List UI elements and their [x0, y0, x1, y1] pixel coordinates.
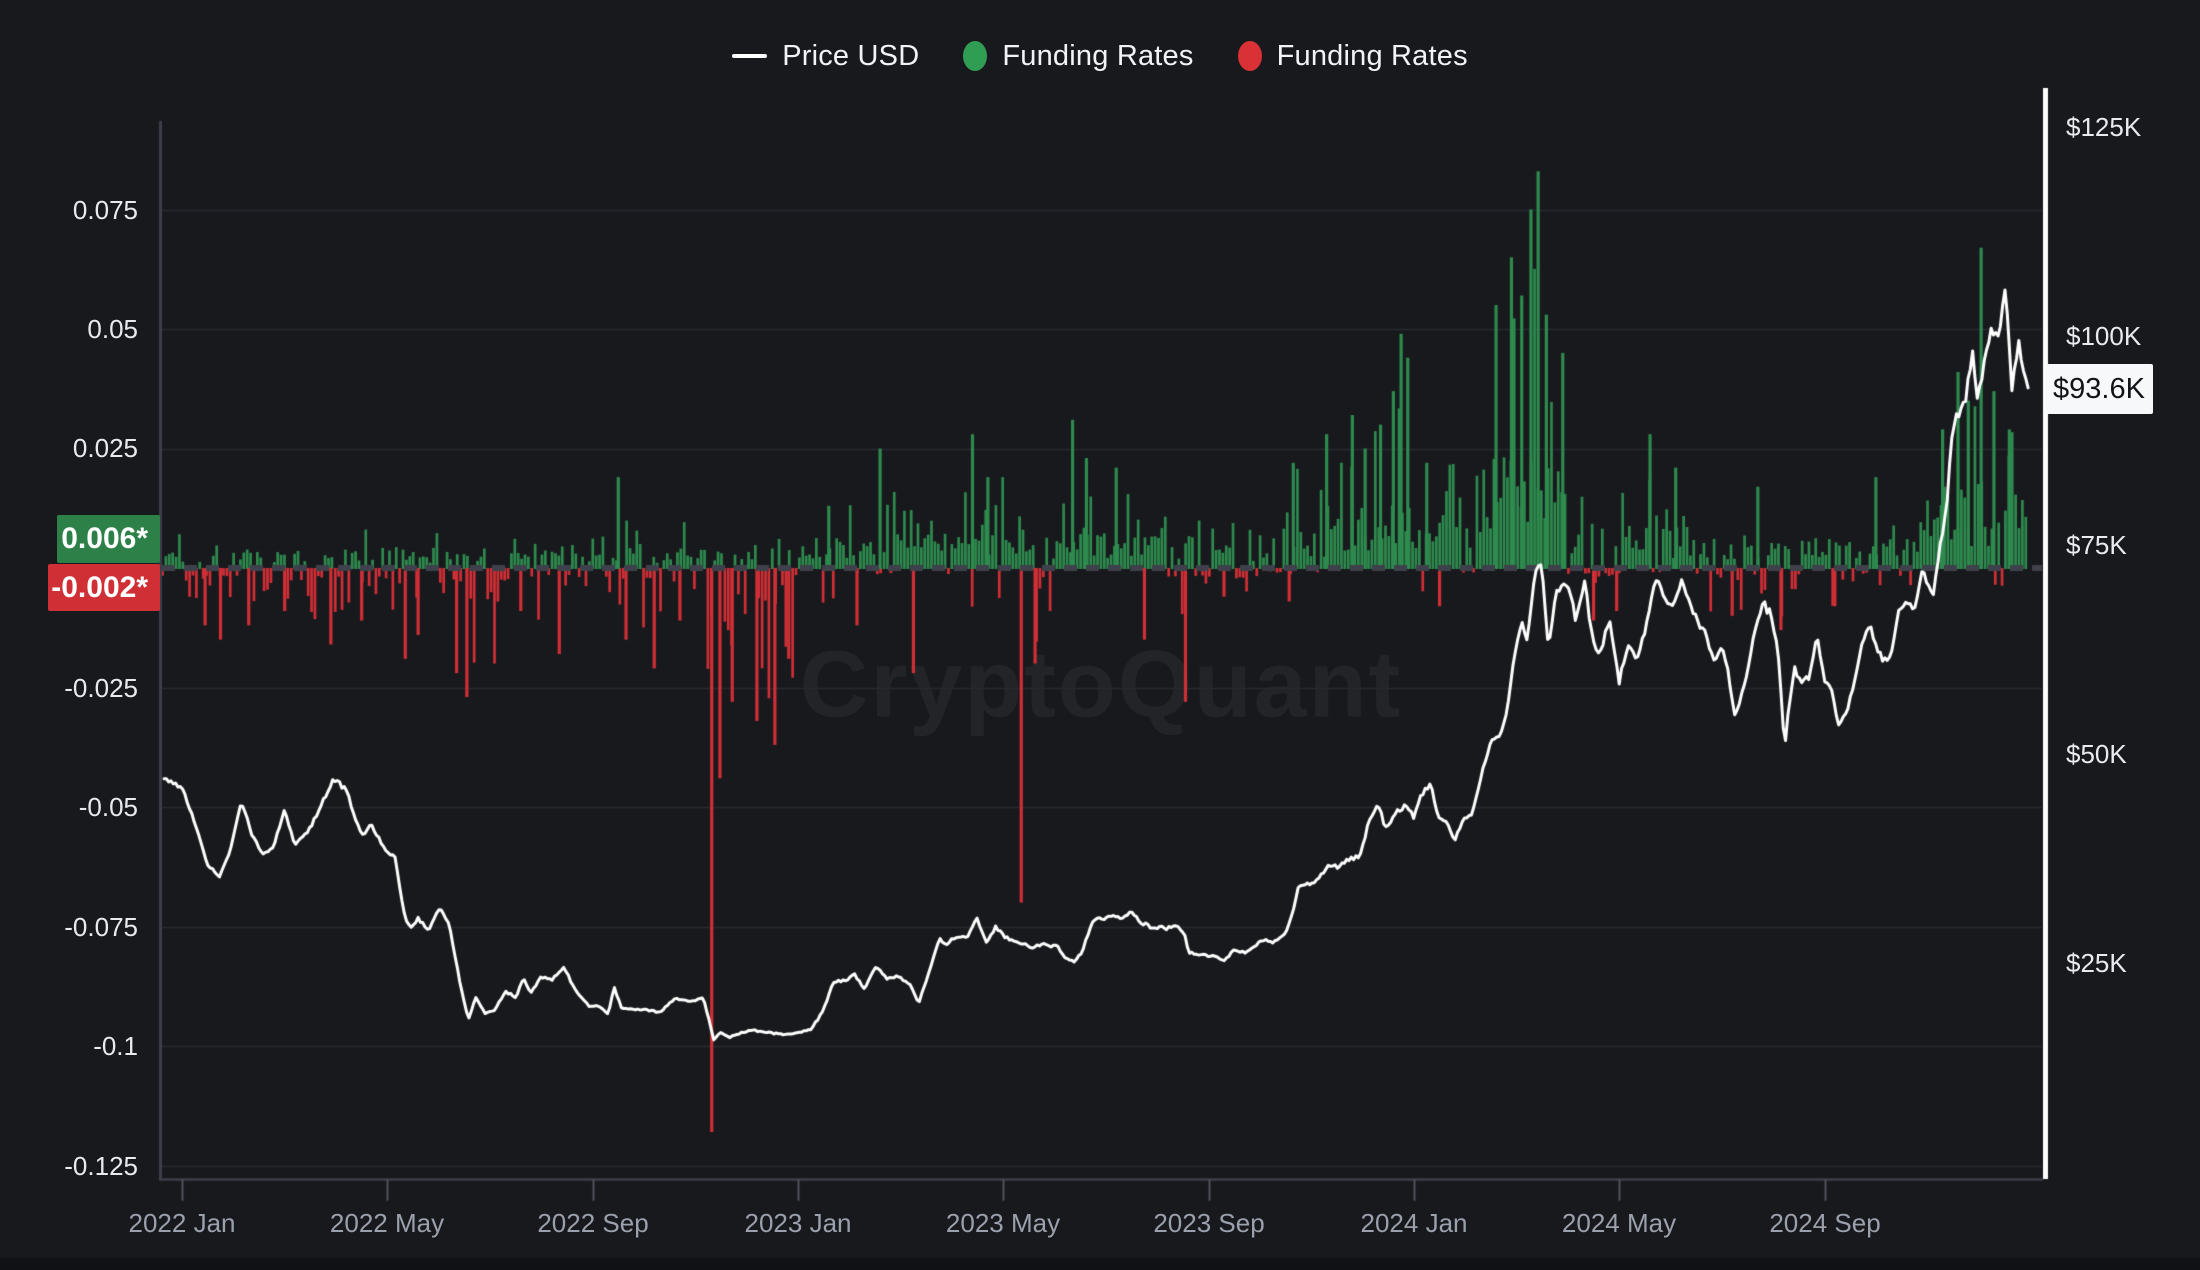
x-tick-label: 2023 Jan [744, 1208, 852, 1238]
y-left-tick-label: 0.05 [87, 314, 138, 344]
funding-positive-badge: 0.006* [57, 515, 160, 563]
price-line-icon [732, 54, 768, 58]
legend-item-price[interactable]: Price USD [732, 40, 919, 73]
window-bottom-edge [0, 1258, 2200, 1270]
red-dot-icon [1237, 41, 1262, 71]
x-tick-label: 2023 May [945, 1208, 1061, 1238]
y-left-tick-label: -0.05 [78, 792, 138, 822]
legend-item-funding-positive[interactable]: Funding Rates [963, 40, 1193, 73]
x-tick-label: 2022 Sep [537, 1208, 649, 1238]
y-left-tick-label: 0.025 [72, 433, 138, 463]
legend-label-funding-positive: Funding Rates [1002, 39, 1194, 72]
price-badge: $93.6K [2045, 364, 2153, 414]
y-left-tick-label: -0.125 [64, 1151, 138, 1181]
funding-negative-badge: -0.002* [48, 564, 160, 611]
chart-legend: Price USD Funding Rates Funding Rates [0, 34, 2200, 78]
y-right-tick-label: $75K [2066, 530, 2127, 560]
y-left-tick-label: -0.075 [64, 912, 138, 942]
y-left-tick-label: 0.075 [72, 195, 138, 225]
x-tick-label: 2022 Jan [128, 1208, 236, 1238]
x-tick-label: 2023 Sep [1153, 1208, 1265, 1238]
x-tick-label: 2022 May [329, 1208, 445, 1238]
y-right-tick-label: $50K [2066, 739, 2127, 769]
legend-item-funding-negative[interactable]: Funding Rates [1237, 39, 1468, 73]
legend-label-funding-negative: Funding Rates [1276, 39, 1468, 72]
legend-label-price: Price USD [782, 39, 920, 72]
y-right-tick-label: $100K [2066, 321, 2142, 351]
x-tick-label: 2024 Sep [1769, 1208, 1881, 1238]
y-right-tick-label: $125K [2066, 112, 2142, 142]
y-left-tick-label: -0.1 [93, 1031, 138, 1061]
green-dot-icon [963, 41, 988, 71]
x-tick-label: 2024 Jan [1360, 1208, 1468, 1238]
x-tick-label: 2024 May [1561, 1208, 1677, 1238]
y-right-tick-label: $25K [2066, 948, 2127, 978]
y-left-tick-label: -0.025 [64, 673, 138, 703]
